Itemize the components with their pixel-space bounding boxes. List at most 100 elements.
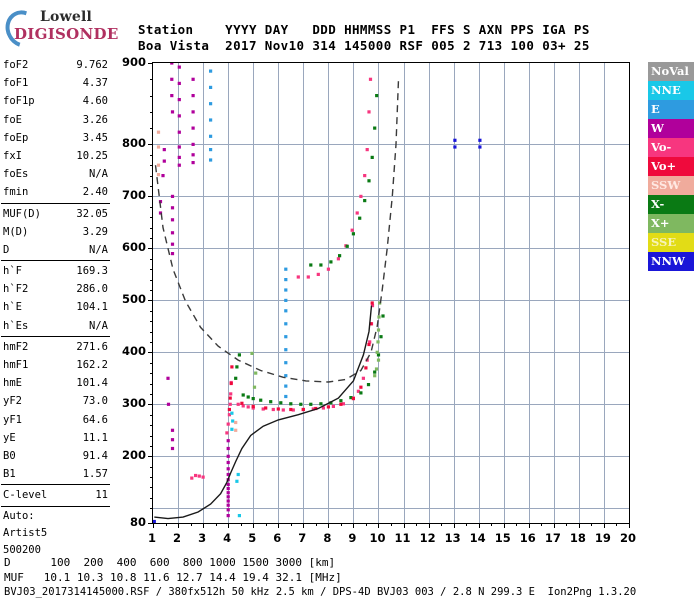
legend-item-vo[interactable]: Vo-: [648, 138, 694, 157]
param-key: h`E: [3, 301, 22, 314]
x-axis-label: 13: [444, 531, 461, 545]
param-key: h`Es: [3, 319, 29, 332]
param-value: 3.26: [82, 113, 108, 126]
param-divider: [1, 484, 110, 486]
horizontal-gridline: [153, 144, 629, 146]
x-axis-label: 3: [198, 531, 207, 545]
param-divider: [1, 260, 110, 262]
param-value: 3.45: [82, 131, 108, 144]
legend-item-e[interactable]: E: [648, 100, 694, 119]
footer-info: D 100 200 400 600 800 1000 1500 3000 [km…: [4, 556, 636, 600]
param-row-fof1p: foF1p 4.60: [0, 92, 112, 110]
y-axis-minor-tick: [150, 362, 153, 364]
x-axis-label: 10: [369, 531, 386, 545]
param-key: hmF1: [3, 359, 29, 371]
legend-item-sse[interactable]: SSE: [648, 233, 694, 252]
x-axis-label: 9: [348, 531, 357, 545]
x-axis-tick: [353, 523, 355, 528]
x-axis-tick: [378, 523, 380, 528]
param-key: yF1: [3, 413, 22, 426]
param-key: MUF(D): [3, 207, 41, 220]
series-true-height-profile-solid-black-: [154, 305, 373, 520]
param-row-fmin: fmin 2.40: [0, 183, 112, 201]
param-row-b0: B0 91.4: [0, 447, 112, 465]
y-axis-minor-tick: [150, 128, 153, 130]
param-key: h`F2: [3, 283, 29, 296]
vertical-gridline: [228, 63, 230, 523]
x-axis-minor-tick: [516, 523, 518, 526]
x-axis-tick: [553, 523, 555, 528]
x-axis-minor-tick: [616, 523, 618, 526]
horizontal-gridline: [153, 300, 629, 302]
param-value: 1.57: [82, 468, 108, 481]
horizontal-gridline: [153, 456, 629, 458]
param-value: N/A: [89, 168, 108, 181]
series-x-trace-x-: [234, 94, 385, 406]
param-row-fof2: foF2 9.762: [0, 56, 112, 74]
param-row-d: D N/A: [0, 241, 112, 259]
param-row-he: h`E 104.1: [0, 298, 112, 316]
param-row-md: M(D) 3.29: [0, 223, 112, 241]
param-divider: [1, 202, 110, 204]
y-axis-minor-tick: [150, 393, 153, 395]
param-value: 11: [95, 489, 108, 502]
y-axis-minor-tick: [150, 321, 153, 323]
vertical-gridline: [503, 63, 505, 523]
x-axis-label: 2: [173, 531, 182, 545]
param-row-yf1: yF1 64.6: [0, 411, 112, 429]
legend-item-nne[interactable]: NNE: [648, 81, 694, 100]
vertical-gridline: [328, 63, 330, 523]
x-axis-minor-tick: [290, 523, 292, 526]
param-row-mufd: MUF(D) 32.05: [0, 205, 112, 223]
vertical-gridline: [303, 63, 305, 523]
plot-traces: [152, 61, 629, 524]
param-divider: [1, 505, 110, 507]
x-axis-label: 5: [248, 531, 257, 545]
polarization-legend[interactable]: NoVal NNE E W Vo- Vo+ SSW X- X+ SSE NNW: [648, 62, 694, 271]
x-axis-tick: [453, 523, 455, 528]
y-axis-minor-tick: [150, 373, 153, 375]
vertical-gridline: [353, 63, 355, 523]
vertical-gridline: [478, 63, 480, 523]
x-axis-minor-tick: [340, 523, 342, 526]
legend-item-w[interactable]: W: [648, 119, 694, 138]
legend-item-ssw[interactable]: SSW: [648, 176, 694, 195]
horizontal-gridline: [153, 508, 629, 510]
y-axis-label: 80: [129, 515, 146, 529]
legend-item-x[interactable]: X+: [648, 214, 694, 233]
x-axis-tick: [228, 523, 230, 528]
vertical-gridline: [278, 63, 280, 523]
ionogram-plot[interactable]: [148, 61, 630, 528]
y-axis-label: 900: [121, 55, 146, 69]
x-axis-tick: [503, 523, 505, 528]
param-key: M(D): [3, 225, 29, 238]
y-axis-tick: [148, 63, 153, 64]
legend-item-x[interactable]: X-: [648, 195, 694, 214]
param-value: 32.05: [76, 207, 108, 220]
vertical-gridline: [603, 63, 605, 523]
y-axis-minor-tick: [150, 352, 153, 354]
param-row-hmf1: hmF1 162.2: [0, 356, 112, 374]
y-axis-minor-tick: [150, 435, 153, 437]
param-row-hf2: h`F2 286.0: [0, 280, 112, 298]
series-w-magenta-spread-: [158, 61, 230, 518]
lowell-digisonde-logo: Lowell DIGISONDE: [0, 4, 124, 54]
ionospheric-parameters-table: foF2 9.762 foF1 4.37 foF1p 4.60 foE 3.26 foEp 3.4…: [0, 56, 112, 559]
legend-item-noval[interactable]: NoVal: [648, 62, 694, 81]
param-value: 286.0: [76, 283, 108, 296]
x-axis-minor-tick: [165, 523, 167, 526]
param-value: 64.6: [82, 413, 108, 426]
param-auto-line: Artist5: [3, 526, 48, 539]
x-axis-tick: [328, 523, 330, 528]
y-axis-minor-tick: [150, 310, 153, 312]
legend-item-nnw[interactable]: NNW: [648, 252, 694, 271]
x-axis-label: 7: [298, 531, 307, 545]
series-nnw-dark-blue-: [152, 138, 482, 524]
y-axis-label: 200: [121, 448, 146, 463]
legend-item-vo[interactable]: Vo+: [648, 157, 694, 176]
vertical-gridline: [578, 63, 580, 523]
y-axis-minor-tick: [150, 217, 153, 219]
x-axis-tick: [478, 523, 480, 528]
x-axis-minor-tick: [566, 523, 568, 526]
x-axis-label: 15: [494, 531, 511, 545]
